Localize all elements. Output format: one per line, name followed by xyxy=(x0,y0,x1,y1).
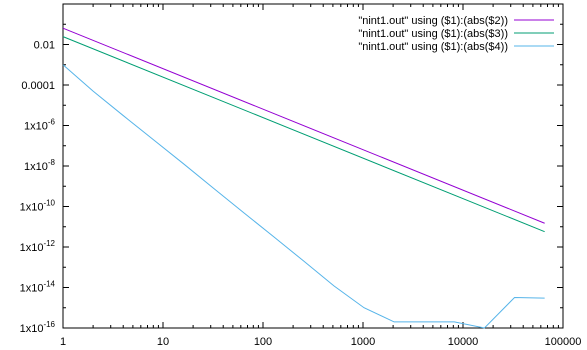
y-tick-label: 1x10-10 xyxy=(20,199,56,214)
x-tick-label: 1000 xyxy=(351,336,375,348)
series-line-4 xyxy=(63,65,545,328)
y-tick-label: 1x10-8 xyxy=(24,158,56,173)
y-tick-label: 1x10-12 xyxy=(20,239,56,254)
y-tick-exponent: -6 xyxy=(48,118,56,127)
series-lines xyxy=(63,28,545,328)
legend-label: "nint1.out" using ($1):(abs($3)) xyxy=(358,28,508,40)
y-tick-label: 1x10-14 xyxy=(20,280,56,295)
x-tick-label: 1 xyxy=(60,336,66,348)
x-tick-label: 100 xyxy=(254,336,272,348)
y-tick-exponent: -16 xyxy=(43,320,55,329)
y-tick-label: 0.0001 xyxy=(21,80,55,92)
legend-label: "nint1.out" using ($1):(abs($4)) xyxy=(358,41,508,53)
y-tick-exponent: -12 xyxy=(43,239,55,248)
y-tick-exponent: -8 xyxy=(48,158,56,167)
y-tick-exponent: -14 xyxy=(43,280,55,289)
legend: "nint1.out" using ($1):(abs($2))"nint1.o… xyxy=(358,15,554,53)
series-line-3 xyxy=(63,37,545,232)
x-tick-label: 10000 xyxy=(448,336,479,348)
y-tick-exponent: -10 xyxy=(43,199,55,208)
legend-label: "nint1.out" using ($1):(abs($2)) xyxy=(358,15,508,27)
y-tick-label: 1x10-6 xyxy=(24,118,56,133)
x-tick-label: 10 xyxy=(157,336,169,348)
y-tick-label: 1x10-16 xyxy=(20,320,56,335)
x-tick-label: 100000 xyxy=(545,336,582,348)
y-tick-label: 0.01 xyxy=(34,40,55,52)
x-axis-ticks: 1 10 100 1000 10000 100000 xyxy=(60,4,581,348)
y-axis-ticks: 0.01 0.0001 1x10-6 1x10-8 1x10-10 1x10-12 1x10… xyxy=(20,4,563,335)
